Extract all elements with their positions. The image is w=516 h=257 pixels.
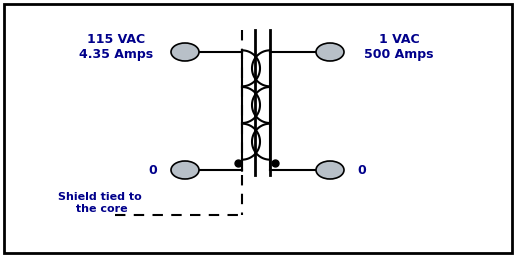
Ellipse shape bbox=[316, 43, 344, 61]
Text: Shield tied to
 the core: Shield tied to the core bbox=[58, 192, 142, 214]
Ellipse shape bbox=[171, 161, 199, 179]
Text: 115 VAC
4.35 Amps: 115 VAC 4.35 Amps bbox=[79, 33, 153, 61]
Text: 1 VAC
500 Amps: 1 VAC 500 Amps bbox=[364, 33, 434, 61]
Text: 0: 0 bbox=[149, 163, 157, 177]
Text: 0: 0 bbox=[358, 163, 366, 177]
Ellipse shape bbox=[171, 43, 199, 61]
Ellipse shape bbox=[316, 161, 344, 179]
